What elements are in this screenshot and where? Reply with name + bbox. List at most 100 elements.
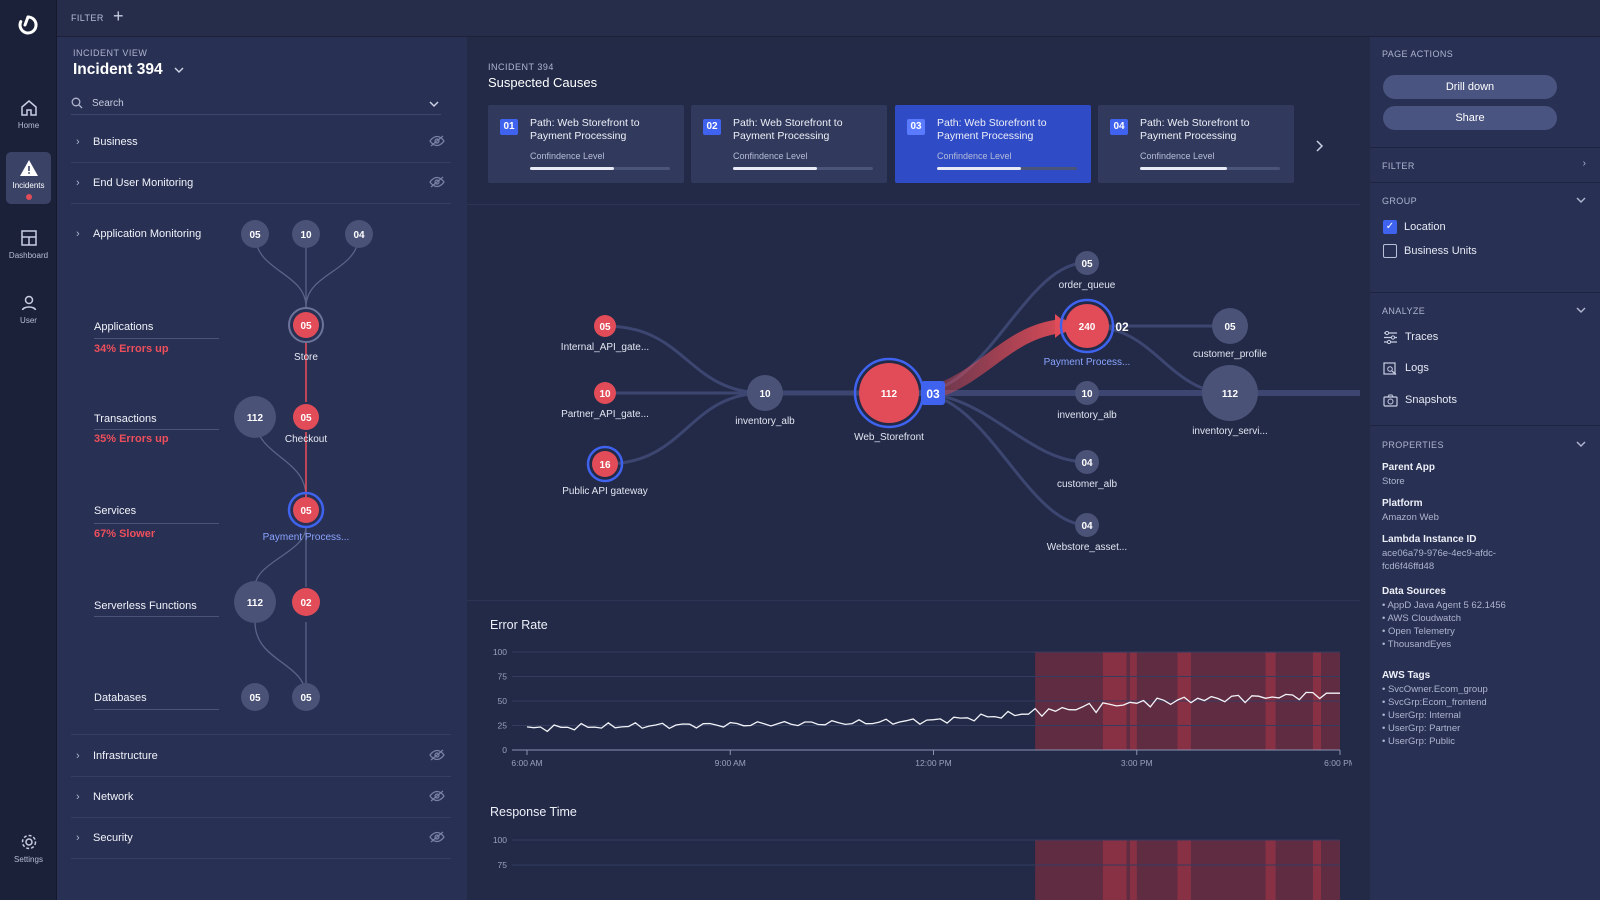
filter-section[interactable]: FILTER <box>1382 161 1415 171</box>
chevron-down-icon[interactable] <box>429 100 439 108</box>
graph-node-inv2[interactable]: 10 inventory_alb <box>1057 381 1117 421</box>
graph-node-internal[interactable]: 05 Internal_API_gate... <box>561 315 649 353</box>
graph-node-cust[interactable]: 04 customer_alb <box>1057 450 1117 490</box>
analyze-section[interactable]: ANALYZE <box>1382 306 1426 316</box>
node-value: 112 <box>247 413 264 424</box>
graph-node-order[interactable]: 05 order_queue <box>1059 251 1116 291</box>
traces-link[interactable]: Traces <box>1405 331 1439 343</box>
chevron-down-icon[interactable] <box>1576 306 1586 314</box>
share-button[interactable]: Share <box>1383 106 1557 130</box>
rail-settings[interactable]: Settings <box>6 822 51 874</box>
error-rate-chart[interactable]: 0 25 50 75 100 6:00 AM 9:00 AM 12:00 PM 3:00 PM 6… <box>482 645 1352 775</box>
chevron-down-icon[interactable] <box>1576 196 1586 204</box>
cause-card-02[interactable]: 02 Path: Web Storefront to Payment Proce… <box>691 105 887 183</box>
tree-node-checkout[interactable]: 05 <box>293 404 319 430</box>
section-end-user-monitoring[interactable]: › End User Monitoring <box>71 164 451 204</box>
level-serverless-functions[interactable]: Serverless Functions <box>94 600 197 612</box>
eye-off-icon[interactable] <box>429 749 445 761</box>
home-icon <box>20 100 37 116</box>
section-security[interactable]: › Security <box>71 819 451 859</box>
section-label: Business <box>93 136 138 148</box>
divider <box>94 616 219 617</box>
chevron-right-icon[interactable]: › <box>1582 158 1586 169</box>
level-status: 67% Slower <box>94 528 156 540</box>
section-network[interactable]: › Network <box>71 778 451 818</box>
rail-label: Home <box>17 121 40 130</box>
add-filter-button[interactable]: + <box>113 6 124 26</box>
tree-node[interactable]: 05 <box>241 220 269 248</box>
tree-node-payment[interactable]: 05 <box>287 491 325 529</box>
graph-node-partner[interactable]: 10 Partner_API_gate... <box>561 382 649 420</box>
graph-node-inv1[interactable]: 10 inventory_alb <box>735 375 795 427</box>
tree-node-store[interactable]: 05 <box>288 307 324 343</box>
chevron-right-icon[interactable] <box>1315 140 1325 152</box>
confidence-bar <box>733 167 873 170</box>
app-logo[interactable] <box>17 14 39 36</box>
level-applications[interactable]: Applications <box>94 321 154 333</box>
divider <box>94 523 219 524</box>
group-section[interactable]: GROUP <box>1382 196 1418 206</box>
filter-label: FILTER <box>71 13 104 23</box>
node-label: order_queue <box>1059 280 1116 291</box>
graph-node-invsvc[interactable]: 112 inventory_servi... <box>1192 365 1268 437</box>
page-actions-label: PAGE ACTIONS <box>1382 49 1454 59</box>
tree-node[interactable]: 112 <box>234 581 276 623</box>
divider <box>467 204 1360 205</box>
rail-dashboard[interactable]: Dashboard <box>6 218 51 270</box>
incident-view-label: INCIDENT VIEW <box>73 48 148 58</box>
response-time-chart[interactable]: 75 100 <box>482 833 1352 900</box>
eye-off-icon[interactable] <box>429 176 445 188</box>
eye-off-icon[interactable] <box>429 831 445 843</box>
confidence-fill <box>937 167 1021 170</box>
drill-down-button[interactable]: Drill down <box>1383 75 1557 99</box>
node-value: 04 <box>353 230 365 241</box>
confidence-label: Confindence Level <box>937 151 1012 161</box>
level-transactions[interactable]: Transactions <box>94 413 157 425</box>
cause-card-04[interactable]: 04 Path: Web Storefront to Payment Proce… <box>1098 105 1294 183</box>
tree-node[interactable]: 112 <box>234 396 276 438</box>
node-value: 240 <box>1079 322 1096 333</box>
business-units-checkbox[interactable] <box>1383 244 1397 258</box>
snapshots-link[interactable]: Snapshots <box>1405 394 1457 406</box>
tree-node[interactable]: 05 <box>241 683 269 711</box>
graph-node-profile[interactable]: 05 customer_profile <box>1193 308 1267 360</box>
node-label: Webstore_asset... <box>1047 542 1127 553</box>
incident-title[interactable]: Incident 394 <box>73 61 163 78</box>
chevron-down-icon[interactable] <box>174 66 184 74</box>
graph-node-payment[interactable]: 240 Payment Process... <box>1044 298 1131 368</box>
node-label: Payment Process... <box>1044 357 1131 368</box>
search-field[interactable]: Search <box>71 93 441 115</box>
properties-section[interactable]: PROPERTIES <box>1382 440 1444 450</box>
camera-icon <box>1383 394 1398 407</box>
node-label: customer_profile <box>1193 349 1267 360</box>
rail-home[interactable]: Home <box>6 88 51 140</box>
node-value: 10 <box>1081 389 1093 400</box>
rail-incidents[interactable]: Incidents <box>6 152 51 204</box>
eye-off-icon[interactable] <box>429 135 445 147</box>
eye-off-icon[interactable] <box>429 790 445 802</box>
logs-link[interactable]: Logs <box>1405 362 1429 374</box>
error-rate-line <box>526 691 1340 733</box>
level-databases[interactable]: Databases <box>94 692 147 704</box>
search-input[interactable]: Search <box>92 98 124 109</box>
location-checkbox[interactable]: ✓ <box>1383 220 1397 234</box>
section-business[interactable]: › Business <box>71 123 451 163</box>
graph-node-web[interactable]: 112 Web_Storefront <box>853 357 925 443</box>
rail-user[interactable]: User <box>6 283 51 335</box>
graph-node-public[interactable]: 16 Public API gateway <box>562 445 648 497</box>
graph-node-webstore[interactable]: 04 Webstore_asset... <box>1047 513 1127 553</box>
cause-number: 01 <box>500 119 518 135</box>
divider <box>1370 147 1600 148</box>
section-application-monitoring[interactable]: › Application Monitoring <box>71 220 271 250</box>
tree-node[interactable]: 02 <box>292 588 320 616</box>
alert-dot <box>25 194 32 200</box>
cause-card-03[interactable]: 03 Path: Web Storefront to Payment Proce… <box>895 105 1091 183</box>
tree-node[interactable]: 04 <box>345 220 373 248</box>
divider <box>1370 425 1600 426</box>
chevron-down-icon[interactable] <box>1576 440 1586 448</box>
level-services[interactable]: Services <box>94 505 137 517</box>
section-infrastructure[interactable]: › Infrastructure <box>71 737 451 777</box>
tree-node[interactable]: 10 <box>292 220 320 248</box>
cause-card-01[interactable]: 01 Path: Web Storefront to Payment Proce… <box>488 105 684 183</box>
tree-node[interactable]: 05 <box>292 683 320 711</box>
